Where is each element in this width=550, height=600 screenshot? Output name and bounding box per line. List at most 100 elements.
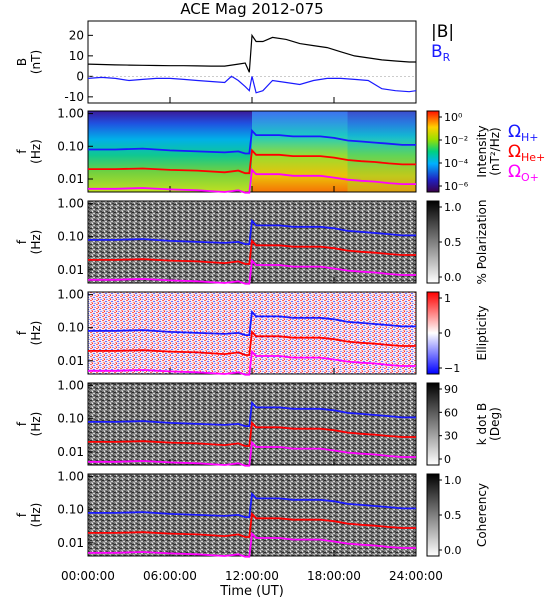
y-tick-label: -10 — [64, 90, 84, 104]
legend-entry: BR — [431, 42, 451, 64]
colorbar-tick-label: 10⁻² — [444, 134, 468, 147]
colorbar-tick-label: 0.5 — [444, 509, 462, 522]
y-axis-label: (Hz) — [29, 139, 43, 164]
series-line-b-r — [87, 75, 417, 94]
gyrofrequency-line-he-plus — [88, 329, 416, 356]
spectrogram-background-hot — [252, 111, 348, 192]
gyrofrequency-line-h-plus — [88, 128, 416, 155]
gyrofrequency-line-o-plus — [88, 349, 416, 376]
y-tick-label: 1.00 — [57, 107, 84, 121]
colorbar-tick-label: 1.0 — [444, 201, 462, 214]
colorbar-label: k dot B — [475, 403, 489, 445]
y-tick-label: 1.00 — [57, 197, 84, 211]
y-tick-label: 0.10 — [57, 230, 84, 244]
y-tick-label: 20 — [69, 28, 84, 42]
y-tick-label: 0.10 — [57, 412, 84, 426]
x-tick-label: 12:00:00 — [225, 569, 279, 583]
colorbar-label: Intensity — [475, 125, 489, 177]
colorbar-tick-label: 60 — [444, 406, 458, 419]
colorbar-label: (nT²/Hz) — [488, 127, 502, 175]
colorbar-tick-label: 30 — [444, 430, 458, 443]
y-tick-label: 0.10 — [57, 139, 84, 153]
colorbar-tick-label: 10⁻⁶ — [444, 180, 469, 193]
gyrofrequency-line-he-plus — [88, 238, 416, 265]
legend-entry: ΩH+ — [508, 122, 539, 144]
colorbar — [426, 473, 440, 557]
y-tick-label: 1.00 — [57, 288, 84, 302]
y-axis-label: f — [15, 239, 29, 244]
colorbar — [426, 291, 440, 375]
colorbar-tick-label: 0 — [444, 327, 451, 340]
y-tick-label: 10 — [69, 49, 84, 63]
gyrofrequency-line-o-plus — [88, 258, 416, 285]
gyrofrequency-line-he-plus — [88, 148, 416, 175]
y-tick-label: 0.01 — [57, 354, 84, 368]
panel-frame — [87, 20, 417, 104]
y-axis-label: B — [15, 58, 29, 66]
panel-polarization: f (Hz) 1.00 0.10 0.01 1.0 0.5 0.0 % Polarization — [15, 197, 489, 285]
legend-subscript: R — [443, 51, 451, 64]
y-axis-label: (Hz) — [29, 230, 43, 255]
panel-kdotb: f (Hz) 1.00 0.10 0.01 90 60 30 0 k dot B (Deg) — [15, 379, 502, 467]
figure-title: ACE Mag 2012-075 — [180, 0, 323, 18]
panel-frame — [87, 382, 417, 466]
legend-symbol: B — [431, 42, 443, 62]
colorbar-label: (Deg) — [488, 407, 502, 441]
colorbar-label: Coherency — [475, 483, 489, 547]
gyrofrequency-line-h-plus — [88, 491, 416, 518]
gyrofrequency-line-h-plus — [88, 309, 416, 336]
x-axis-title: Time (UT) — [219, 584, 284, 599]
colorbar-tick-label: −1 — [444, 362, 460, 375]
colorbar-tick-label: 10⁻⁴ — [444, 157, 469, 170]
y-axis-label: (nT) — [29, 50, 43, 74]
colorbar-tick-label: 0.0 — [444, 271, 462, 284]
y-tick-label: 1.00 — [57, 470, 84, 484]
colorbar — [426, 200, 440, 284]
colorbar-label: Ellipticity — [475, 306, 489, 361]
colorbar-tick-label: 0.5 — [444, 236, 462, 249]
gyrofrequency-line-he-plus — [88, 420, 416, 447]
legend-symbol: Ω — [508, 142, 521, 162]
colorbar — [426, 382, 440, 466]
gyrofrequency-line-he-plus — [88, 511, 416, 538]
gyrofrequency-line-o-plus — [88, 531, 416, 558]
panel-frame — [87, 200, 417, 284]
panel-frame — [87, 291, 417, 375]
colorbar-tick-label: 90 — [444, 383, 458, 396]
gyrofrequency-line-o-plus — [88, 167, 416, 194]
y-axis-label: f — [15, 421, 29, 426]
gyrofrequency-line-h-plus — [88, 400, 416, 427]
y-tick-label: 0.01 — [57, 536, 84, 550]
x-tick-label: 24:00:00 — [389, 569, 443, 583]
y-tick-label: 0 — [76, 69, 84, 83]
legend-entry: |B| — [431, 22, 454, 42]
y-tick-label: 0.01 — [57, 445, 84, 459]
colorbar — [426, 110, 440, 193]
panel-ellipticity: f (Hz) 1.00 0.10 0.01 1 0 −1 Ellipticity — [15, 288, 489, 376]
legend-symbol: Ω — [508, 122, 521, 142]
colorbar-tick-label: 0 — [444, 453, 451, 466]
x-tick-label: 06:00:00 — [143, 569, 197, 583]
y-axis-label: (Hz) — [29, 412, 43, 437]
panel-coherency: f (Hz) 1.00 0.10 0.01 1.0 0.5 0.0 Coherency — [15, 470, 489, 558]
legend-symbol: |B| — [431, 22, 454, 42]
time-axis: 00:00:00 06:00:00 12:00:00 18:00:00 24:0… — [61, 569, 443, 599]
colorbar-tick-label: 0.0 — [444, 544, 462, 557]
x-tick-label: 00:00:00 — [61, 569, 115, 583]
gyrofrequency-line-h-plus — [88, 218, 416, 245]
gyrofrequency-line-o-plus — [88, 440, 416, 467]
panel-frame — [87, 473, 417, 557]
y-axis-label: (Hz) — [29, 503, 43, 528]
colorbar-label: % Polarization — [475, 200, 489, 285]
y-axis-label: f — [15, 149, 29, 154]
legend-entry: ΩHe+ — [508, 142, 545, 164]
spectrogram-background-hot — [347, 111, 416, 192]
legend-symbol: Ω — [508, 162, 521, 182]
colorbar-tick-label: 1.0 — [444, 474, 462, 487]
x-tick-label: 18:00:00 — [307, 569, 361, 583]
y-tick-label: 0.10 — [57, 321, 84, 335]
y-tick-label: 0.01 — [57, 263, 84, 277]
colorbar-tick-label: 10⁰ — [444, 111, 463, 124]
